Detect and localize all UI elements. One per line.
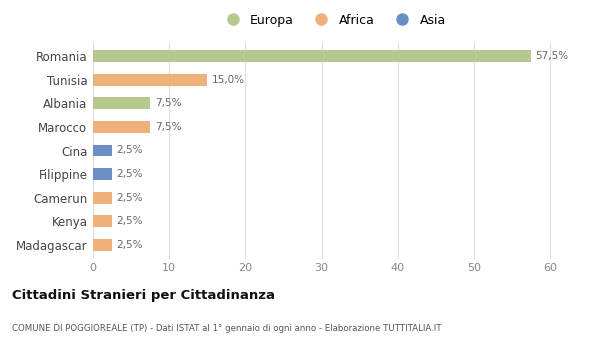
Text: 2,5%: 2,5% [116,169,143,179]
Text: COMUNE DI POGGIOREALE (TP) - Dati ISTAT al 1° gennaio di ogni anno - Elaborazion: COMUNE DI POGGIOREALE (TP) - Dati ISTAT … [12,324,442,333]
Text: Cittadini Stranieri per Cittadinanza: Cittadini Stranieri per Cittadinanza [12,289,275,302]
Text: 7,5%: 7,5% [155,122,181,132]
Text: 7,5%: 7,5% [155,98,181,108]
Bar [93,97,150,109]
Bar [93,145,112,156]
Text: 57,5%: 57,5% [536,51,569,61]
Legend: Europa, Africa, Asia: Europa, Africa, Asia [218,11,449,29]
Text: 2,5%: 2,5% [116,216,143,226]
Bar [93,215,112,227]
Bar [93,50,531,62]
Bar [93,168,112,180]
Bar [93,192,112,204]
Text: 2,5%: 2,5% [116,193,143,203]
Bar [93,239,112,251]
Bar [93,74,207,86]
Text: 15,0%: 15,0% [212,75,245,85]
Bar [93,121,150,133]
Text: 2,5%: 2,5% [116,240,143,250]
Text: 2,5%: 2,5% [116,146,143,155]
